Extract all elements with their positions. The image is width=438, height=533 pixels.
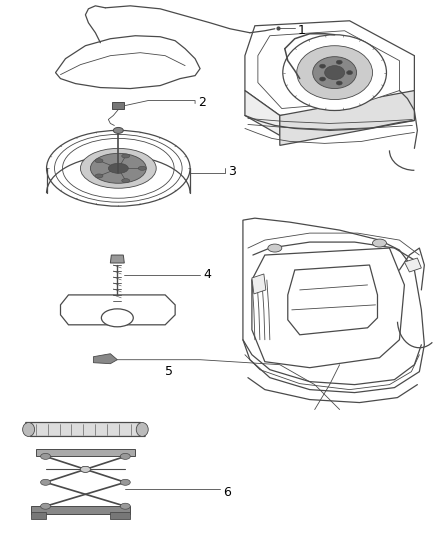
Ellipse shape: [283, 35, 386, 110]
Polygon shape: [60, 295, 175, 325]
Ellipse shape: [313, 56, 357, 88]
Text: 3: 3: [228, 165, 236, 178]
Ellipse shape: [320, 77, 325, 81]
Ellipse shape: [297, 46, 372, 100]
Polygon shape: [112, 101, 124, 109]
Polygon shape: [252, 248, 404, 368]
Text: 1: 1: [298, 24, 306, 37]
Text: 5: 5: [165, 365, 173, 378]
Ellipse shape: [101, 309, 133, 327]
Polygon shape: [252, 274, 266, 294]
Polygon shape: [288, 265, 378, 335]
Text: 2: 2: [198, 96, 206, 109]
Polygon shape: [110, 512, 130, 519]
Polygon shape: [56, 36, 200, 88]
Polygon shape: [35, 449, 135, 456]
Polygon shape: [93, 354, 117, 364]
Polygon shape: [258, 31, 399, 109]
Polygon shape: [245, 91, 280, 135]
Ellipse shape: [120, 454, 130, 459]
Ellipse shape: [268, 244, 282, 252]
Ellipse shape: [120, 503, 130, 509]
Ellipse shape: [122, 179, 130, 183]
Ellipse shape: [108, 163, 128, 173]
Polygon shape: [243, 218, 424, 393]
Ellipse shape: [346, 71, 353, 75]
Ellipse shape: [81, 466, 90, 472]
Ellipse shape: [23, 423, 35, 437]
Polygon shape: [31, 506, 130, 514]
Polygon shape: [110, 255, 124, 263]
Polygon shape: [25, 423, 145, 437]
Ellipse shape: [95, 174, 103, 178]
Ellipse shape: [81, 466, 90, 472]
Ellipse shape: [336, 60, 342, 64]
Ellipse shape: [81, 148, 156, 188]
Text: 4: 4: [203, 269, 211, 281]
Ellipse shape: [46, 131, 190, 206]
Ellipse shape: [95, 159, 103, 163]
Polygon shape: [280, 91, 414, 146]
Ellipse shape: [41, 454, 50, 459]
Polygon shape: [46, 168, 190, 193]
Polygon shape: [404, 258, 421, 272]
Ellipse shape: [113, 127, 124, 133]
Text: 6: 6: [223, 486, 231, 499]
Ellipse shape: [122, 154, 130, 158]
Ellipse shape: [372, 239, 386, 247]
Polygon shape: [31, 512, 46, 519]
Ellipse shape: [90, 154, 146, 183]
Ellipse shape: [325, 66, 345, 79]
Polygon shape: [245, 21, 414, 116]
Ellipse shape: [41, 503, 50, 509]
Ellipse shape: [138, 166, 146, 171]
Ellipse shape: [336, 81, 342, 85]
Ellipse shape: [41, 479, 50, 486]
Ellipse shape: [120, 479, 130, 486]
Ellipse shape: [320, 64, 325, 68]
Ellipse shape: [136, 423, 148, 437]
